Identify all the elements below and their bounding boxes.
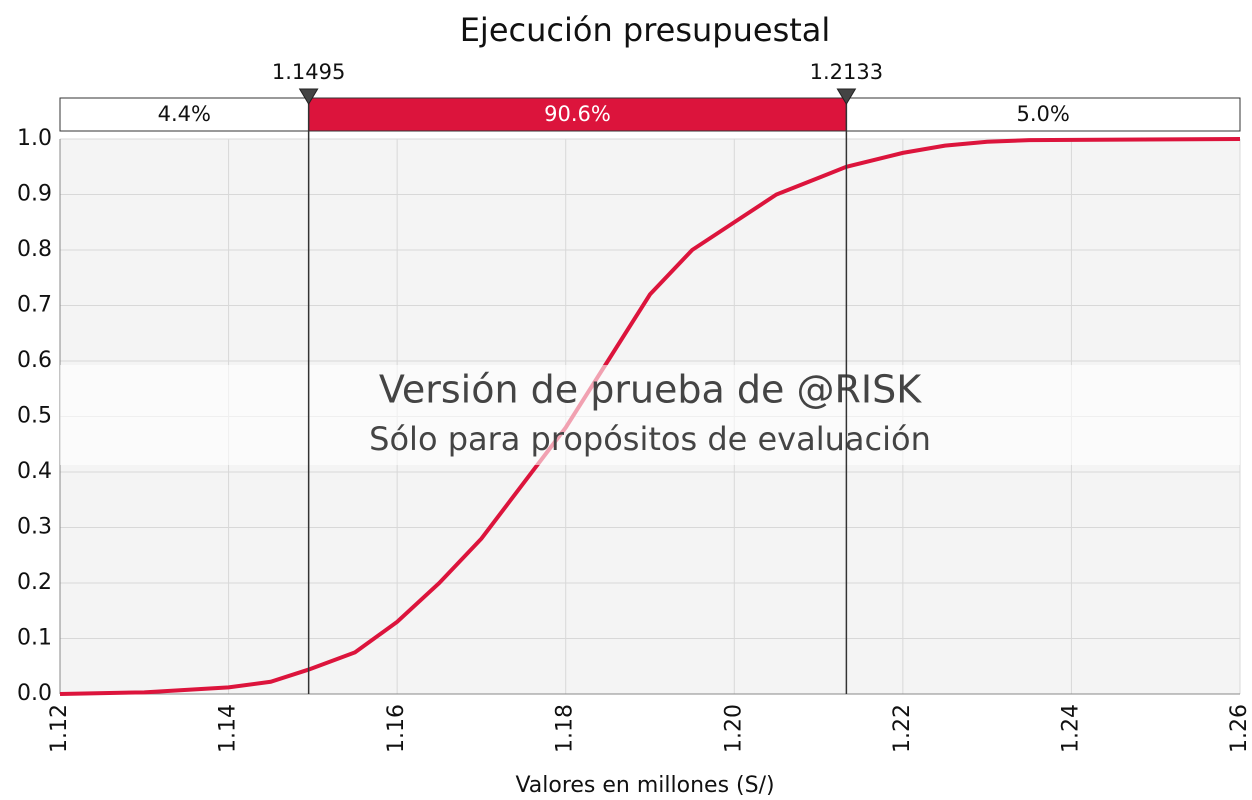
y-tick-label: 0.0 (17, 681, 52, 706)
watermark-band (60, 365, 1240, 465)
x-axis-label: Valores en millones (S/) (515, 773, 774, 798)
band-segment (845, 97, 1241, 132)
x-tick-label: 1.24 (1058, 704, 1083, 753)
x-tick-label: 1.26 (1227, 704, 1252, 753)
chart-title: Ejecución presupuestal (460, 11, 831, 49)
band-segment (59, 97, 310, 132)
x-tick-label: 1.16 (384, 704, 409, 753)
y-tick-label: 1.0 (17, 126, 52, 151)
x-tick-label: 1.20 (721, 704, 746, 753)
y-tick-label: 0.5 (17, 404, 52, 429)
band-label: 90.6% (544, 102, 611, 126)
y-tick-label: 0.4 (17, 459, 52, 484)
y-tick-label: 0.1 (17, 626, 52, 651)
y-tick-label: 0.9 (17, 182, 52, 207)
marker-triangle (298, 88, 319, 105)
watermark-title: Versión de prueba de @RISK (379, 368, 922, 412)
cdf-line (59, 137, 1241, 696)
band-segment (308, 97, 847, 132)
x-tick-label: 1.18 (553, 704, 578, 753)
y-tick-label: 0.3 (17, 515, 52, 540)
x-tick-label: 1.14 (216, 704, 241, 753)
y-tick-label: 0.2 (17, 570, 52, 595)
x-tick-label: 1.22 (890, 704, 915, 753)
marker-triangle (836, 88, 857, 105)
y-tick-label: 0.8 (17, 237, 52, 262)
watermark-subtitle: Sólo para propósitos de evaluación (369, 420, 931, 458)
marker-label: 1.2133 (810, 60, 883, 84)
y-tick-label: 0.7 (17, 293, 52, 318)
marker-label: 1.1495 (272, 60, 345, 84)
band-label: 5.0% (1017, 102, 1070, 126)
y-tick-label: 0.6 (17, 348, 52, 373)
band-label: 4.4% (158, 102, 211, 126)
x-tick-label: 1.12 (47, 704, 72, 753)
